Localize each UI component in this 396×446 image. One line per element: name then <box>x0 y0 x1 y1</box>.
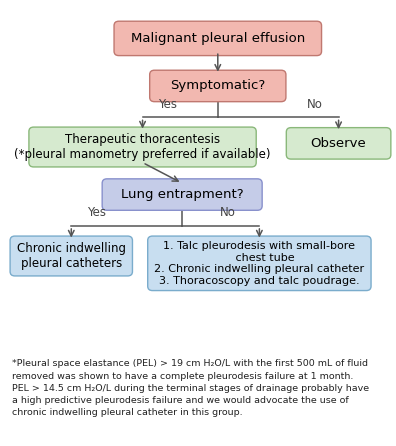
Text: Lung entrapment?: Lung entrapment? <box>121 188 244 201</box>
FancyBboxPatch shape <box>148 236 371 290</box>
FancyBboxPatch shape <box>102 179 262 210</box>
FancyBboxPatch shape <box>286 128 391 159</box>
Text: No: No <box>307 98 323 111</box>
Text: Yes: Yes <box>87 206 106 219</box>
Text: Malignant pleural effusion: Malignant pleural effusion <box>131 32 305 45</box>
Text: Therapeutic thoracentesis
(*pleural manometry preferred if available): Therapeutic thoracentesis (*pleural mano… <box>14 133 271 161</box>
Text: *Pleural space elastance (PEL) > 19 cm H₂O/L with the first 500 mL of fluid
remo: *Pleural space elastance (PEL) > 19 cm H… <box>12 359 369 417</box>
Text: Observe: Observe <box>311 137 366 150</box>
Text: Symptomatic?: Symptomatic? <box>170 79 265 92</box>
FancyBboxPatch shape <box>29 127 256 167</box>
FancyBboxPatch shape <box>114 21 322 56</box>
Text: No: No <box>220 206 236 219</box>
Text: Yes: Yes <box>158 98 177 111</box>
FancyBboxPatch shape <box>150 70 286 102</box>
Text: 1. Talc pleurodesis with small-bore
   chest tube
2. Chronic indwelling pleural : 1. Talc pleurodesis with small-bore ches… <box>154 241 364 286</box>
Text: Chronic indwelling
pleural catheters: Chronic indwelling pleural catheters <box>17 242 126 270</box>
FancyBboxPatch shape <box>10 236 133 276</box>
